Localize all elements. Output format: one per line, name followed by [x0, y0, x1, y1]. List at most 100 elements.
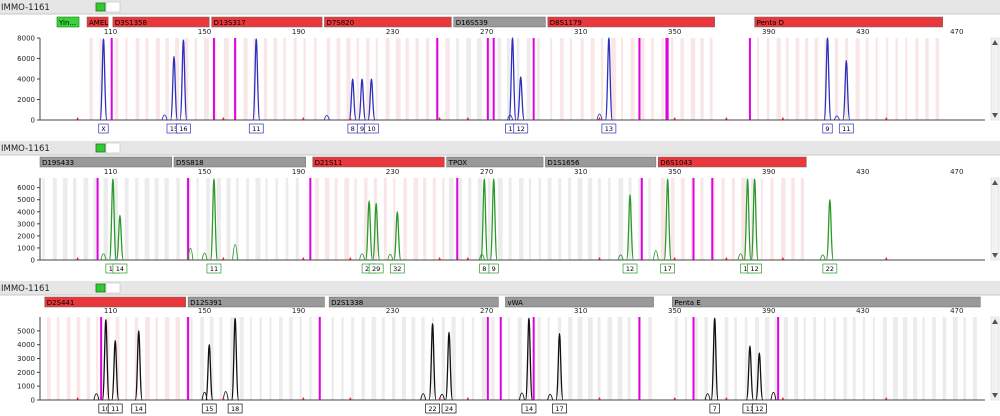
status-green-icon[interactable] — [95, 283, 106, 293]
locus-d7s820[interactable] — [324, 16, 452, 28]
allele-peak[interactable] — [367, 78, 376, 121]
scroll-down-icon[interactable] — [992, 253, 998, 258]
locus-d2s1338[interactable] — [328, 296, 499, 308]
allele-peak[interactable] — [209, 178, 219, 261]
allele-label-box[interactable] — [709, 403, 720, 414]
allele-peak[interactable] — [755, 352, 764, 401]
locus-d1s1656[interactable] — [545, 156, 657, 168]
allele-label-box[interactable] — [368, 263, 384, 274]
allele-label-box[interactable] — [822, 263, 838, 274]
allele-peak[interactable] — [252, 38, 261, 121]
locus-amel[interactable] — [86, 16, 109, 28]
allele-peak[interactable] — [842, 59, 851, 121]
allele-label-box[interactable] — [98, 123, 109, 134]
allele-label-box[interactable] — [552, 403, 567, 414]
allele-label-box[interactable] — [389, 263, 405, 274]
allele-peak[interactable] — [357, 78, 367, 121]
allele-peak[interactable] — [134, 330, 143, 401]
allele-peak[interactable] — [364, 200, 374, 261]
locus-d8s1179[interactable] — [547, 16, 715, 28]
scroll-up-icon[interactable] — [992, 319, 998, 324]
allele-label-box[interactable] — [660, 263, 675, 274]
allele-peak[interactable] — [604, 37, 614, 121]
allele-peak[interactable] — [663, 178, 672, 261]
allele-peak[interactable] — [108, 178, 118, 261]
baseline-marker — [884, 397, 888, 400]
allele-peak[interactable] — [179, 39, 188, 121]
vertical-scrollbar[interactable] — [990, 177, 1000, 261]
allele-label-box[interactable] — [176, 123, 191, 134]
bin-stripe — [383, 178, 387, 260]
allele-label-box[interactable] — [441, 403, 457, 414]
locus-tpox[interactable] — [446, 156, 544, 168]
status-green-icon[interactable] — [95, 2, 106, 12]
allele-label-box[interactable] — [838, 123, 854, 134]
allele-peak[interactable] — [750, 178, 759, 261]
allele-peak[interactable] — [372, 202, 381, 261]
allele-peak[interactable] — [625, 194, 635, 261]
locus-d5s818[interactable] — [173, 156, 306, 168]
allele-peak[interactable] — [169, 55, 179, 121]
locus-penta-d[interactable] — [754, 16, 943, 28]
allele-label-box[interactable] — [822, 123, 833, 134]
allele-label-box[interactable] — [622, 263, 638, 274]
allele-label-box[interactable] — [201, 403, 217, 414]
allele-peak[interactable] — [524, 317, 534, 401]
allele-label-box[interactable] — [747, 263, 762, 274]
allele-peak[interactable] — [428, 323, 437, 401]
allele-peak[interactable] — [444, 331, 454, 401]
allele-label-box[interactable] — [425, 403, 440, 414]
scroll-up-icon[interactable] — [992, 180, 998, 185]
locus-vwa[interactable] — [505, 296, 654, 308]
bin-stripe — [99, 38, 102, 120]
locus-d13s317[interactable] — [211, 16, 323, 28]
allele-peak[interactable] — [101, 319, 110, 401]
vertical-scrollbar[interactable] — [990, 37, 1000, 121]
scroll-down-icon[interactable] — [992, 393, 998, 398]
scroll-up-icon[interactable] — [992, 40, 998, 45]
allele-peak[interactable] — [348, 78, 357, 121]
allele-label-box[interactable] — [521, 403, 537, 414]
allele-peak[interactable] — [745, 345, 755, 401]
scroll-down-icon[interactable] — [992, 113, 998, 118]
allele-label-box[interactable] — [601, 123, 617, 134]
allele-peak[interactable] — [115, 214, 125, 261]
allele-label-box[interactable] — [107, 403, 123, 414]
panel-button[interactable] — [56, 16, 80, 28]
allele-label-box[interactable] — [112, 263, 128, 274]
locus-d16s539[interactable] — [453, 16, 546, 28]
allele-peak[interactable] — [99, 38, 108, 121]
allele-label-box[interactable] — [364, 123, 379, 134]
allele-label-box[interactable] — [248, 123, 264, 134]
allele-peak[interactable] — [111, 339, 120, 401]
status-green-icon[interactable] — [95, 143, 106, 153]
allele-peak[interactable] — [823, 37, 832, 121]
y-tick-label: 2000 — [17, 96, 35, 104]
allele-label-box[interactable] — [131, 403, 147, 414]
locus-d6s1043[interactable] — [657, 156, 807, 168]
locus-d19s433[interactable] — [39, 156, 172, 168]
locus-d3s1358[interactable] — [112, 16, 210, 28]
allele-peak[interactable] — [555, 332, 564, 401]
allele-label-box[interactable] — [227, 403, 243, 414]
vertical-scrollbar[interactable] — [990, 316, 1000, 401]
allele-peak[interactable] — [230, 317, 240, 401]
allele-peak[interactable] — [205, 344, 214, 401]
allele-peak[interactable] — [825, 199, 834, 261]
allele-peak[interactable] — [710, 317, 719, 401]
allele-label-box[interactable] — [488, 263, 499, 274]
allele-label-box[interactable] — [751, 403, 767, 414]
allele-label-box[interactable] — [206, 263, 222, 274]
allele-peak[interactable] — [508, 37, 517, 121]
locus-d12s391[interactable] — [187, 296, 325, 308]
locus-d2s441[interactable] — [44, 296, 186, 308]
allele-peak[interactable] — [743, 178, 752, 261]
allele-peak[interactable] — [516, 76, 525, 121]
locus-d21s11[interactable] — [312, 156, 445, 168]
allele-peak[interactable] — [480, 178, 489, 261]
allele-peak[interactable] — [489, 178, 498, 261]
allele-label-box[interactable] — [513, 123, 529, 134]
locus-penta-e[interactable] — [672, 296, 981, 308]
allele-peak[interactable] — [393, 211, 402, 261]
bin-stripe — [246, 178, 250, 260]
